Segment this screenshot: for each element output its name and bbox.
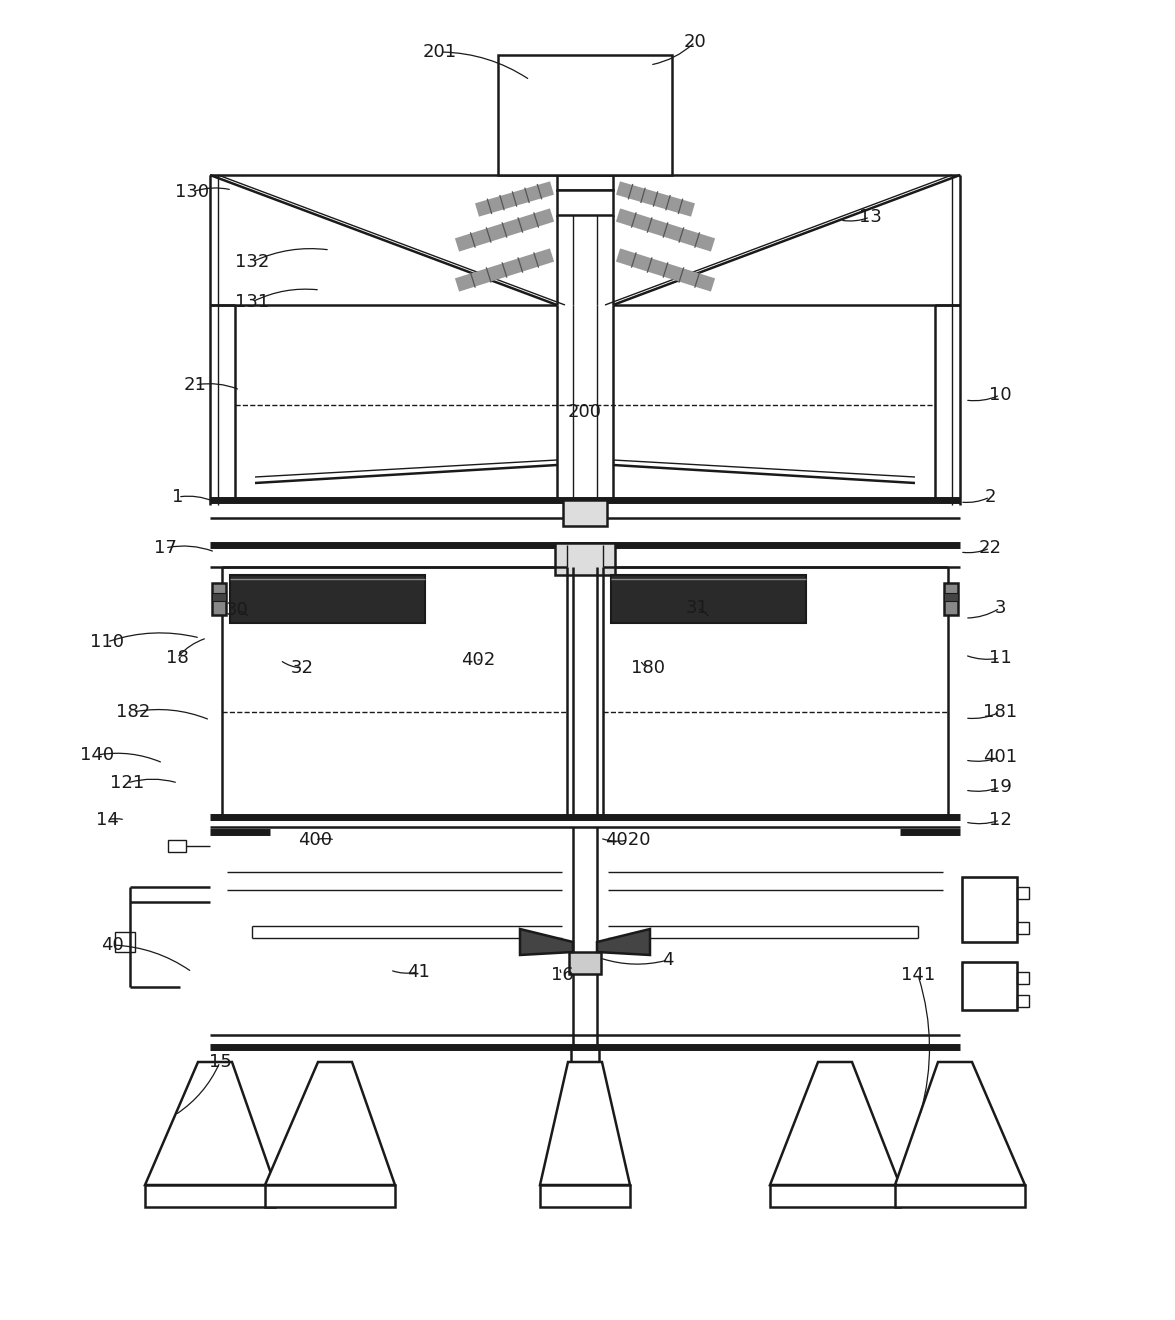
Bar [770,1185,900,1206]
Text: 4020: 4020 [605,832,651,849]
Text: 131: 131 [235,293,269,312]
Bar [962,962,1018,1010]
Polygon shape [145,1063,275,1185]
Bar [1018,995,1029,1007]
Text: 19: 19 [988,777,1012,796]
Polygon shape [540,1063,630,1185]
Text: 121: 121 [110,774,145,792]
Text: 20: 20 [684,33,706,51]
Text: 41: 41 [407,964,429,981]
Text: 32: 32 [290,659,314,677]
Text: 110: 110 [90,634,125,651]
Text: 3: 3 [994,599,1006,616]
Text: 14: 14 [95,810,119,829]
Text: 400: 400 [298,832,333,849]
Bar [557,190,613,215]
Text: 18: 18 [166,649,188,667]
Bar [212,583,226,615]
Bar [557,176,613,190]
Polygon shape [895,1063,1025,1185]
Bar [145,1185,275,1206]
Bar [1018,972,1029,983]
Text: 402: 402 [461,651,495,669]
Bar [540,1185,630,1206]
Text: 1: 1 [173,488,183,506]
Text: 22: 22 [979,539,1001,557]
Bar [563,500,607,525]
Bar [895,1185,1025,1206]
Bar [944,593,958,601]
Text: 132: 132 [235,253,269,271]
Text: 2: 2 [985,488,995,506]
Text: 201: 201 [423,44,457,61]
Text: 12: 12 [988,810,1012,829]
Bar [563,1092,607,1114]
Polygon shape [266,1063,395,1185]
Text: 21: 21 [183,376,207,393]
Text: 13: 13 [859,209,881,226]
Text: 17: 17 [154,539,176,557]
Text: 181: 181 [983,704,1018,721]
Bar [230,576,425,623]
Text: 182: 182 [116,704,150,721]
Text: 10: 10 [988,385,1012,404]
Text: 130: 130 [175,183,209,201]
Bar [498,55,672,176]
Text: 40: 40 [101,936,123,954]
Bar [571,1114,599,1133]
Text: 200: 200 [568,403,602,421]
Bar [555,543,615,576]
Bar [962,876,1018,942]
Text: 15: 15 [209,1053,231,1071]
Bar [962,962,1018,1010]
Text: 140: 140 [80,746,114,764]
Polygon shape [770,1063,900,1185]
Text: 4: 4 [663,950,673,969]
Bar [944,583,958,615]
Text: 401: 401 [983,748,1018,766]
Bar [168,840,186,851]
Text: 141: 141 [901,966,935,983]
Polygon shape [597,929,650,954]
Bar [962,876,1018,942]
Text: 11: 11 [988,649,1012,667]
Text: 16: 16 [551,966,573,983]
Bar [611,576,806,623]
Polygon shape [521,929,573,954]
Text: 31: 31 [685,599,709,616]
Bar [1018,921,1029,935]
Text: 180: 180 [631,659,665,677]
Bar [569,952,600,974]
Bar [115,932,135,952]
Text: 30: 30 [226,601,248,619]
Bar [1018,887,1029,899]
Bar [212,593,226,601]
Bar [266,1185,395,1206]
